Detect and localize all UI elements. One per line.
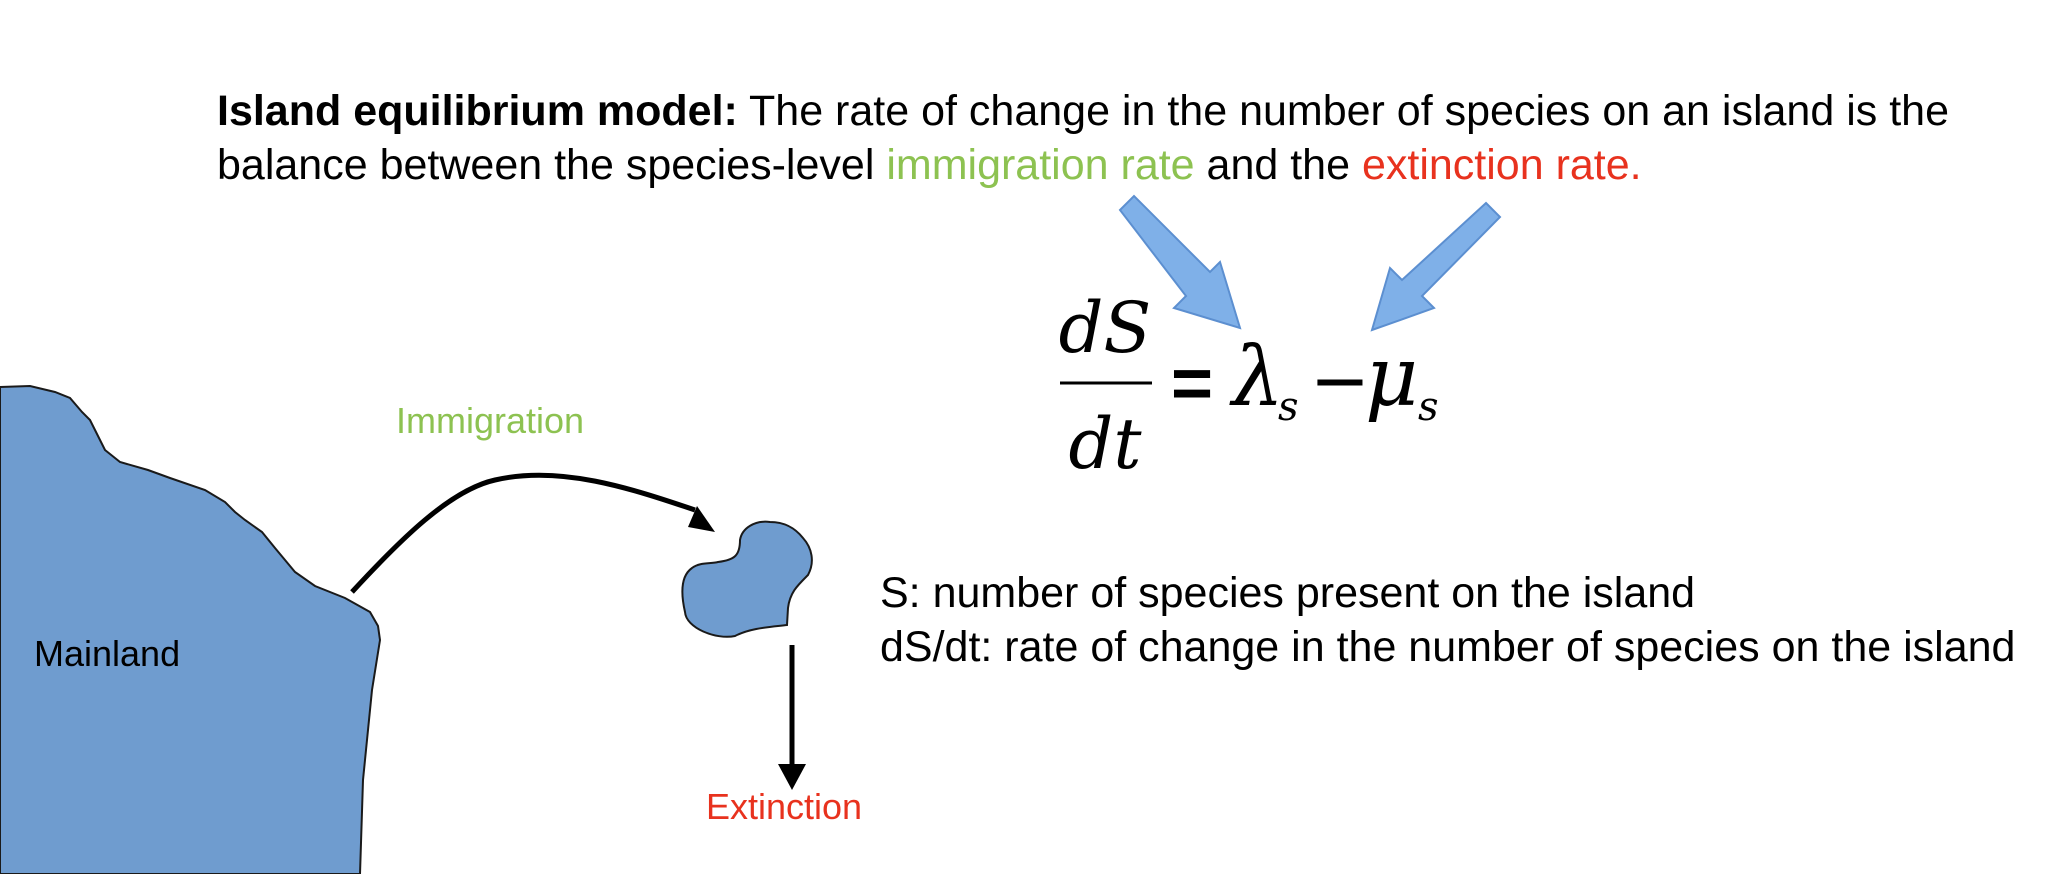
island-shape [681,520,813,638]
equation-numerator: dS [1059,287,1152,369]
extinction-label: Extinction [706,786,863,827]
definition-s: S: number of species present on the isla… [880,569,1696,617]
mainland-shape [0,384,382,874]
extinction-rate-term: extinction rate. [1361,141,1642,189]
immigration-label: Immigration [396,400,585,441]
immigration-arrow [350,472,696,594]
headline-line-1: Island equilibrium model: The rate of ch… [217,84,2017,138]
definitions: S: number of species present on the isla… [880,566,2015,674]
equation-lambda-subscript: s [1278,384,1299,430]
equation-mu-subscript: s [1418,384,1439,430]
pointer-arrow-immigration [1118,194,1242,330]
headline-line-2: balance between the species-level immigr… [217,138,2017,192]
equation: dS dt = λ s − μ s [1059,287,1439,485]
headline-text-2: balance between the species-level [217,141,887,189]
immigration-rate-term: immigration rate [886,141,1195,189]
headline: Island equilibrium model: The rate of ch… [217,84,2017,192]
equation-equals: = [1171,344,1213,424]
headline-text-1: The rate of change in the number of spec… [737,87,1949,135]
equation-lambda: λ [1229,330,1284,425]
equation-denominator: dt [1069,403,1143,485]
definition-dsdt: dS/dt: rate of change in the number of s… [880,623,2016,671]
headline-text-3: and the [1194,141,1362,189]
mainland-label: Mainland [34,633,181,674]
headline-title: Island equilibrium model: [217,87,738,135]
equation-minus: − [1310,338,1370,422]
immigration-arrowhead [688,506,715,532]
pointer-arrow-extinction [1370,201,1502,332]
equation-mu: μ [1365,330,1418,425]
extinction-arrowhead [778,764,806,790]
